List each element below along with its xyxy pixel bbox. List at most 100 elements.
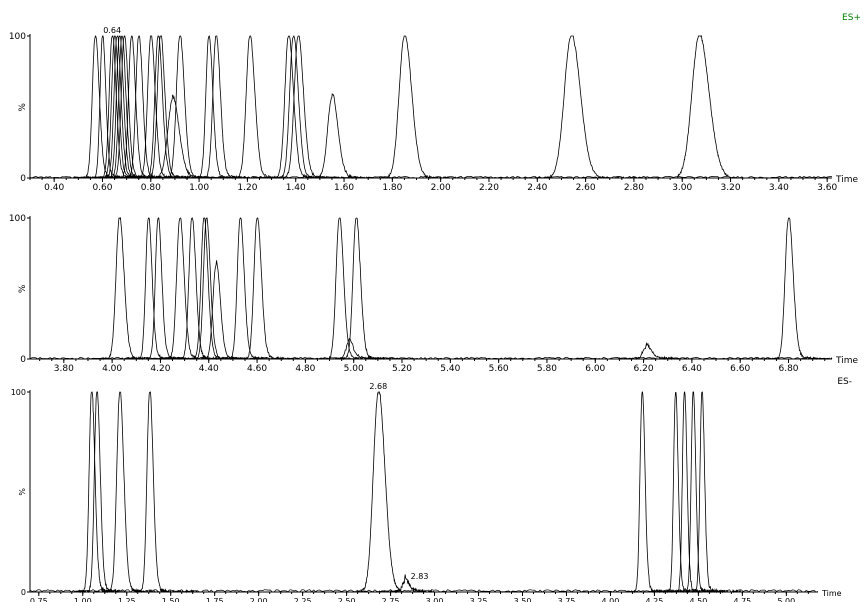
chromatogram-trace (309, 217, 393, 360)
y-tick-label: 0 (21, 588, 26, 597)
chromatogram-trace (97, 216, 149, 361)
x-tick-label: 1.00 (189, 183, 209, 193)
chromatogram-trace (94, 35, 161, 180)
chromatogram-trace (186, 35, 275, 179)
chromatogram-trace (534, 35, 637, 179)
chromatogram-trace (167, 217, 245, 360)
x-tick-label: 5.00 (344, 364, 364, 374)
x-tick-label: 3.25 (470, 597, 488, 602)
x-tick-label: 6.40 (682, 364, 702, 374)
y-axis-label: % (18, 103, 28, 112)
chromatogram-trace (75, 391, 127, 594)
x-tick-label: 0.75 (30, 597, 48, 602)
x-tick-label: 4.00 (602, 597, 620, 602)
x-tick-label: 1.40 (286, 183, 306, 193)
y-tick-label: 100 (9, 214, 26, 224)
chromatogram-trace (158, 217, 246, 360)
x-tick-label: 5.60 (489, 364, 509, 374)
x-tick-label: 3.40 (769, 183, 789, 193)
x-axis-label: Time (835, 175, 858, 185)
chromatogram-trace (264, 35, 359, 179)
peak-annotation: 2.83 (411, 572, 429, 581)
x-tick-label: 3.50 (514, 597, 532, 602)
x-tick-label: 6.20 (634, 364, 654, 374)
x-tick-label: 3.00 (672, 183, 692, 193)
chromatogram-trace (187, 35, 246, 180)
x-tick-label: 4.50 (689, 597, 707, 602)
x-tick-label: 1.50 (162, 597, 180, 602)
x-tick-label: 1.60 (334, 183, 354, 193)
chromatogram-trace (261, 35, 328, 179)
chromatogram-trace (676, 391, 724, 594)
x-axis-label: Time (835, 356, 858, 366)
x-tick-label: 3.60 (817, 183, 837, 193)
chromatogram-trace (654, 392, 724, 594)
chromatogram-trace (617, 341, 688, 361)
chromatogram-trace (680, 391, 741, 594)
y-axis-label: % (18, 284, 28, 293)
x-tick-label: 5.00 (777, 597, 795, 602)
x-tick-label: 1.00 (74, 597, 92, 602)
x-tick-label: 2.20 (479, 183, 499, 193)
x-tick-label: 0.40 (44, 183, 64, 193)
x-tick-label: 2.50 (338, 597, 356, 602)
x-tick-label: 0.60 (92, 183, 112, 193)
chromatogram-trace (133, 391, 198, 594)
x-axis-label: Time (821, 589, 842, 598)
peak-annotation: 2.68 (369, 382, 387, 391)
y-tick-label: 0 (20, 174, 26, 184)
chromatogram-trace (119, 217, 190, 361)
x-tick-label: 2.75 (382, 597, 400, 602)
y-tick-label: 100 (9, 32, 26, 42)
x-tick-label: 4.60 (247, 364, 267, 374)
chromatogram-trace (677, 34, 729, 179)
ion-mode-label: ES- (837, 377, 852, 387)
peak-annotation: 0.64 (103, 26, 121, 35)
baseline-trace (29, 175, 832, 179)
chromatogram-trace (626, 391, 682, 594)
x-tick-label: 3.75 (558, 597, 576, 602)
x-tick-label: 4.25 (646, 597, 664, 602)
chromatogram-trace (234, 217, 299, 361)
x-tick-label: 1.80 (382, 183, 402, 193)
x-tick-label: 2.00 (431, 183, 451, 193)
x-tick-label: 5.20 (392, 364, 412, 374)
y-axis-label: % (18, 488, 27, 496)
x-tick-label: 3.00 (426, 597, 444, 602)
chromatogram-trace (213, 35, 292, 179)
x-tick-label: 2.00 (250, 597, 268, 602)
chromatogram-trace (312, 337, 415, 360)
x-tick-label: 4.75 (733, 597, 751, 602)
x-tick-label: 2.25 (294, 597, 312, 602)
x-tick-label: 4.20 (150, 364, 170, 374)
x-tick-label: 4.00 (102, 364, 122, 374)
x-tick-label: 1.25 (118, 597, 136, 602)
baseline-trace (29, 356, 833, 360)
x-tick-label: 3.80 (54, 364, 74, 374)
x-tick-label: 5.40 (440, 364, 460, 374)
chromatogram-trace (356, 391, 400, 593)
x-tick-label: 0.80 (141, 183, 161, 193)
chromatogram-trace (93, 391, 159, 594)
x-tick-label: 6.00 (585, 364, 605, 374)
x-tick-label: 2.60 (576, 183, 596, 193)
chromatogram-trace (752, 217, 833, 360)
baseline-trace (29, 589, 819, 593)
x-tick-label: 4.40 (199, 364, 219, 374)
x-tick-label: 5.80 (537, 364, 557, 374)
chromatogram-trace (309, 92, 374, 180)
x-tick-label: 3.20 (721, 183, 741, 193)
chromatogram-trace (334, 217, 386, 361)
x-tick-label: 2.80 (624, 183, 644, 193)
x-tick-label: 6.60 (730, 364, 750, 374)
y-tick-label: 100 (11, 388, 26, 397)
x-tick-label: 6.80 (778, 364, 798, 374)
x-tick-label: 4.80 (295, 364, 315, 374)
chromatogram-trace (375, 35, 458, 180)
x-tick-label: 1.20 (237, 183, 257, 193)
x-tick-label: 2.40 (527, 183, 547, 193)
x-tick-label: 1.75 (206, 597, 224, 602)
chromatogram-trace (657, 391, 706, 594)
